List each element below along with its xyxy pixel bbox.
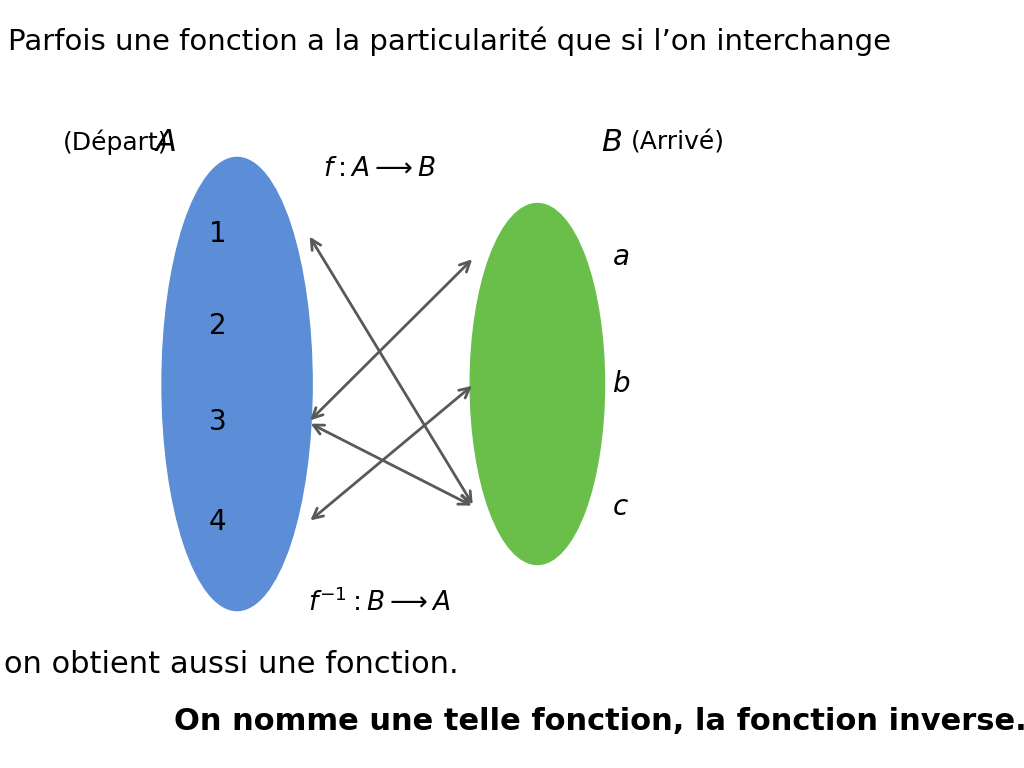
Text: 2: 2 (209, 313, 226, 340)
Text: 1: 1 (209, 220, 226, 248)
Text: $B$: $B$ (601, 127, 622, 157)
Text: $A$: $A$ (154, 127, 176, 157)
Ellipse shape (470, 204, 604, 564)
Text: $f : A \longrightarrow B$: $f : A \longrightarrow B$ (323, 156, 436, 182)
Text: (Arrivé): (Arrivé) (631, 130, 725, 154)
Ellipse shape (162, 157, 312, 611)
Text: $f^{-1} : B \longrightarrow A$: $f^{-1} : B \longrightarrow A$ (308, 588, 451, 617)
Text: On nomme une telle fonction, la fonction inverse.: On nomme une telle fonction, la fonction… (174, 707, 1024, 737)
Text: $b$: $b$ (612, 370, 631, 398)
Text: $a$: $a$ (612, 243, 630, 271)
Text: Parfois une fonction a la particularité que si l’on interchange: Parfois une fonction a la particularité … (8, 27, 891, 56)
Text: 3: 3 (209, 409, 226, 436)
Text: $c$: $c$ (612, 493, 630, 521)
Text: (Départ): (Départ) (63, 129, 169, 155)
Text: 4: 4 (209, 508, 226, 536)
Text: on obtient aussi une fonction.: on obtient aussi une fonction. (4, 650, 459, 679)
